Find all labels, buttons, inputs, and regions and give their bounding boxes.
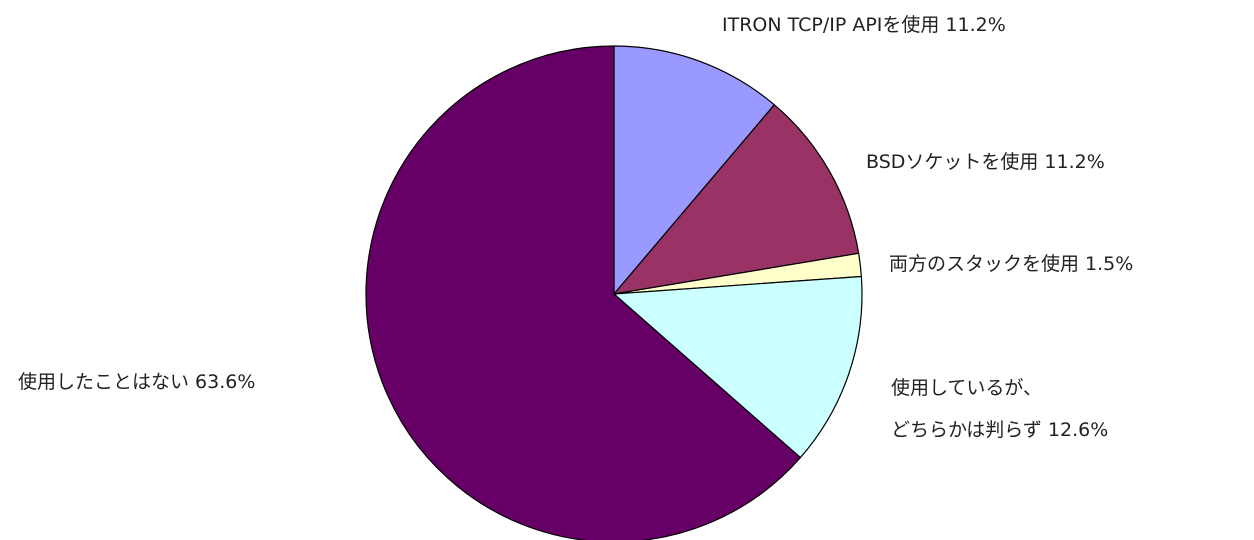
slice-label-3: 両方のスタックを使用 1.5%: [889, 253, 1133, 275]
pie-slice-1: [613, 45, 775, 295]
pie-slice-2: [613, 104, 860, 295]
slice-label-1: ITRON TCP/IP APIを使用 11.2%: [722, 14, 1006, 36]
slice-label-2: BSDソケットを使用 11.2%: [866, 151, 1105, 173]
pie-slice-5: [365, 45, 801, 540]
slice-label-5: 使用したことはない 63.6%: [18, 371, 255, 393]
pie-slice-4: [613, 275, 863, 459]
slice-label-4: 使用しているが、どちらかは判らず 12.6%: [891, 377, 1108, 441]
